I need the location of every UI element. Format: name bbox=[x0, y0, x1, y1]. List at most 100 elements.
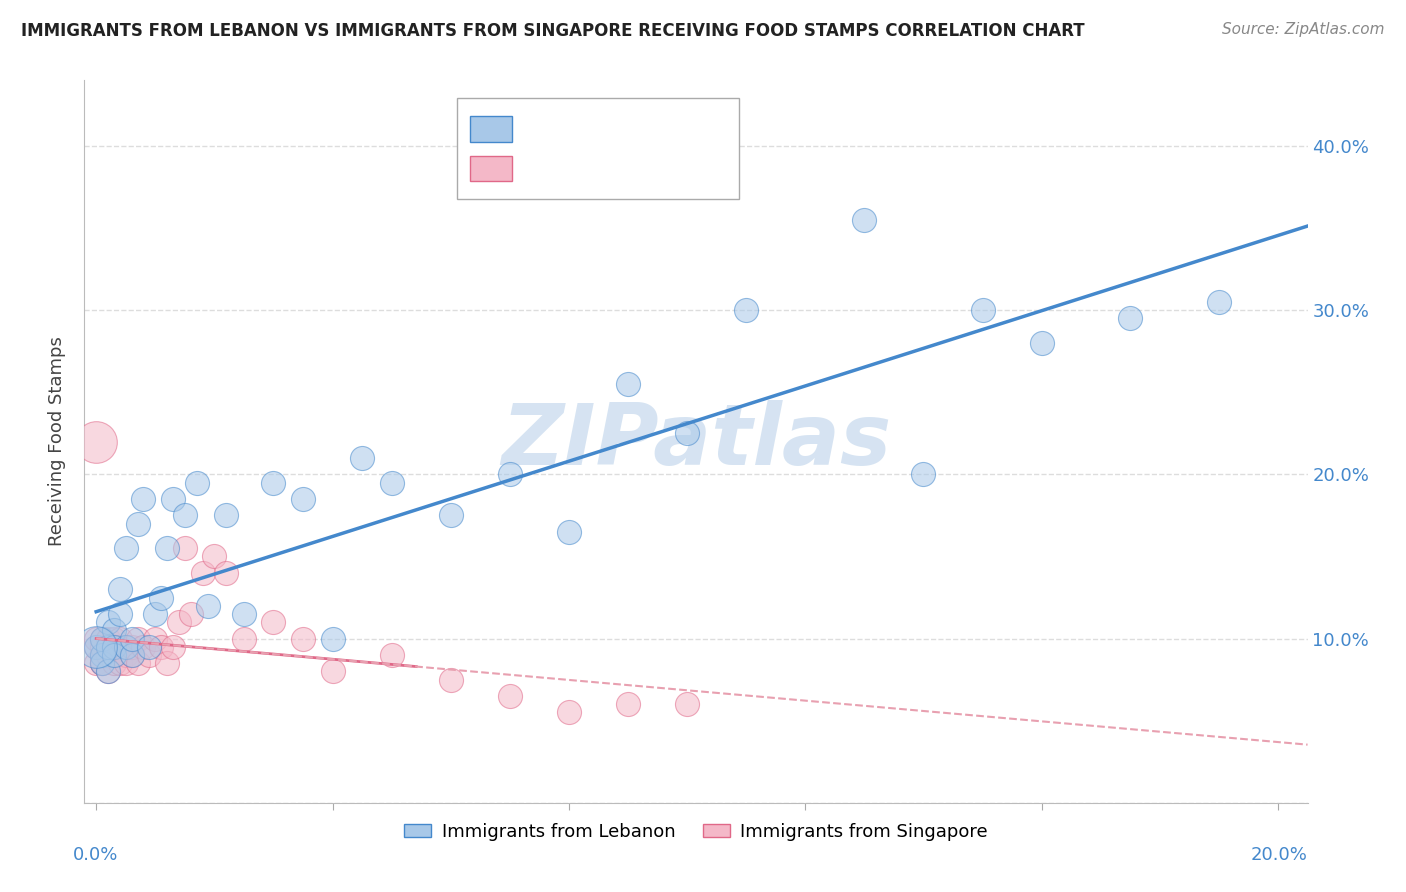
Point bbox=[499, 689, 522, 703]
Point bbox=[103, 648, 125, 662]
Point bbox=[103, 648, 125, 662]
Point bbox=[84, 640, 107, 654]
Point bbox=[143, 632, 166, 646]
Point bbox=[215, 508, 238, 523]
Point bbox=[440, 508, 463, 523]
Point bbox=[97, 640, 120, 654]
Point bbox=[202, 549, 225, 564]
Point bbox=[97, 665, 120, 679]
Point bbox=[91, 657, 114, 671]
Point bbox=[103, 648, 125, 662]
Point bbox=[558, 706, 581, 720]
Point bbox=[138, 640, 160, 654]
Point bbox=[127, 632, 149, 646]
Point bbox=[162, 491, 184, 506]
Point bbox=[84, 632, 107, 646]
Text: Source: ZipAtlas.com: Source: ZipAtlas.com bbox=[1222, 22, 1385, 37]
Point bbox=[853, 212, 876, 227]
Point bbox=[132, 640, 155, 654]
Point bbox=[191, 566, 214, 580]
Point bbox=[91, 632, 114, 646]
Point bbox=[173, 541, 195, 556]
Point bbox=[91, 657, 114, 671]
Point bbox=[127, 516, 149, 531]
Point bbox=[121, 648, 143, 662]
Point bbox=[1119, 311, 1142, 326]
Point bbox=[156, 657, 179, 671]
Point bbox=[1031, 336, 1053, 351]
Point bbox=[84, 640, 107, 654]
Point bbox=[150, 591, 173, 605]
Point bbox=[676, 426, 699, 441]
Text: R =: R = bbox=[522, 118, 564, 136]
Point bbox=[97, 632, 120, 646]
Point bbox=[103, 632, 125, 646]
Point bbox=[215, 566, 238, 580]
Text: N =: N = bbox=[633, 158, 689, 177]
Point bbox=[138, 648, 160, 662]
Point bbox=[84, 657, 107, 671]
Point bbox=[97, 648, 120, 662]
Point bbox=[150, 640, 173, 654]
Point bbox=[114, 640, 136, 654]
Point bbox=[676, 698, 699, 712]
Point bbox=[173, 508, 195, 523]
FancyBboxPatch shape bbox=[470, 156, 513, 181]
Point bbox=[91, 657, 114, 671]
Point bbox=[108, 582, 131, 597]
Point bbox=[1208, 295, 1230, 310]
Point bbox=[103, 640, 125, 654]
Point bbox=[91, 632, 114, 646]
Text: IMMIGRANTS FROM LEBANON VS IMMIGRANTS FROM SINGAPORE RECEIVING FOOD STAMPS CORRE: IMMIGRANTS FROM LEBANON VS IMMIGRANTS FR… bbox=[21, 22, 1084, 40]
Point bbox=[156, 541, 179, 556]
Point bbox=[97, 615, 120, 630]
Point bbox=[127, 657, 149, 671]
Point bbox=[114, 648, 136, 662]
Point bbox=[262, 475, 284, 490]
Y-axis label: Receiving Food Stamps: Receiving Food Stamps bbox=[48, 336, 66, 547]
Point bbox=[108, 640, 131, 654]
Point bbox=[912, 467, 935, 482]
Point bbox=[735, 303, 758, 318]
Point bbox=[180, 607, 202, 621]
Point bbox=[97, 640, 120, 654]
Point bbox=[132, 491, 155, 506]
Point bbox=[381, 648, 404, 662]
Point bbox=[114, 541, 136, 556]
Point bbox=[103, 657, 125, 671]
Point bbox=[167, 615, 190, 630]
Point bbox=[91, 640, 114, 654]
Point bbox=[972, 303, 994, 318]
Point bbox=[186, 475, 208, 490]
Text: 50: 50 bbox=[700, 158, 727, 177]
Point bbox=[121, 640, 143, 654]
Point bbox=[91, 648, 114, 662]
Text: 0.639: 0.639 bbox=[576, 118, 637, 136]
Text: ZIPatlas: ZIPatlas bbox=[501, 400, 891, 483]
Point bbox=[558, 524, 581, 539]
Text: N =: N = bbox=[633, 118, 689, 136]
Point bbox=[143, 607, 166, 621]
Point bbox=[292, 491, 315, 506]
FancyBboxPatch shape bbox=[470, 117, 513, 142]
Point bbox=[617, 377, 640, 392]
Point bbox=[352, 450, 374, 465]
Point bbox=[91, 648, 114, 662]
Text: R =: R = bbox=[522, 158, 564, 177]
Point bbox=[162, 640, 184, 654]
Point bbox=[114, 657, 136, 671]
Text: 0.0%: 0.0% bbox=[73, 847, 118, 864]
Point bbox=[108, 632, 131, 646]
Legend: Immigrants from Lebanon, Immigrants from Singapore: Immigrants from Lebanon, Immigrants from… bbox=[396, 815, 995, 848]
Point bbox=[617, 698, 640, 712]
Point bbox=[262, 615, 284, 630]
Point bbox=[322, 632, 344, 646]
FancyBboxPatch shape bbox=[457, 98, 738, 200]
Point bbox=[103, 624, 125, 638]
Point bbox=[197, 599, 219, 613]
Text: 20.0%: 20.0% bbox=[1251, 847, 1308, 864]
Point bbox=[292, 632, 315, 646]
Point bbox=[84, 640, 107, 654]
Point bbox=[103, 640, 125, 654]
Point bbox=[322, 665, 344, 679]
